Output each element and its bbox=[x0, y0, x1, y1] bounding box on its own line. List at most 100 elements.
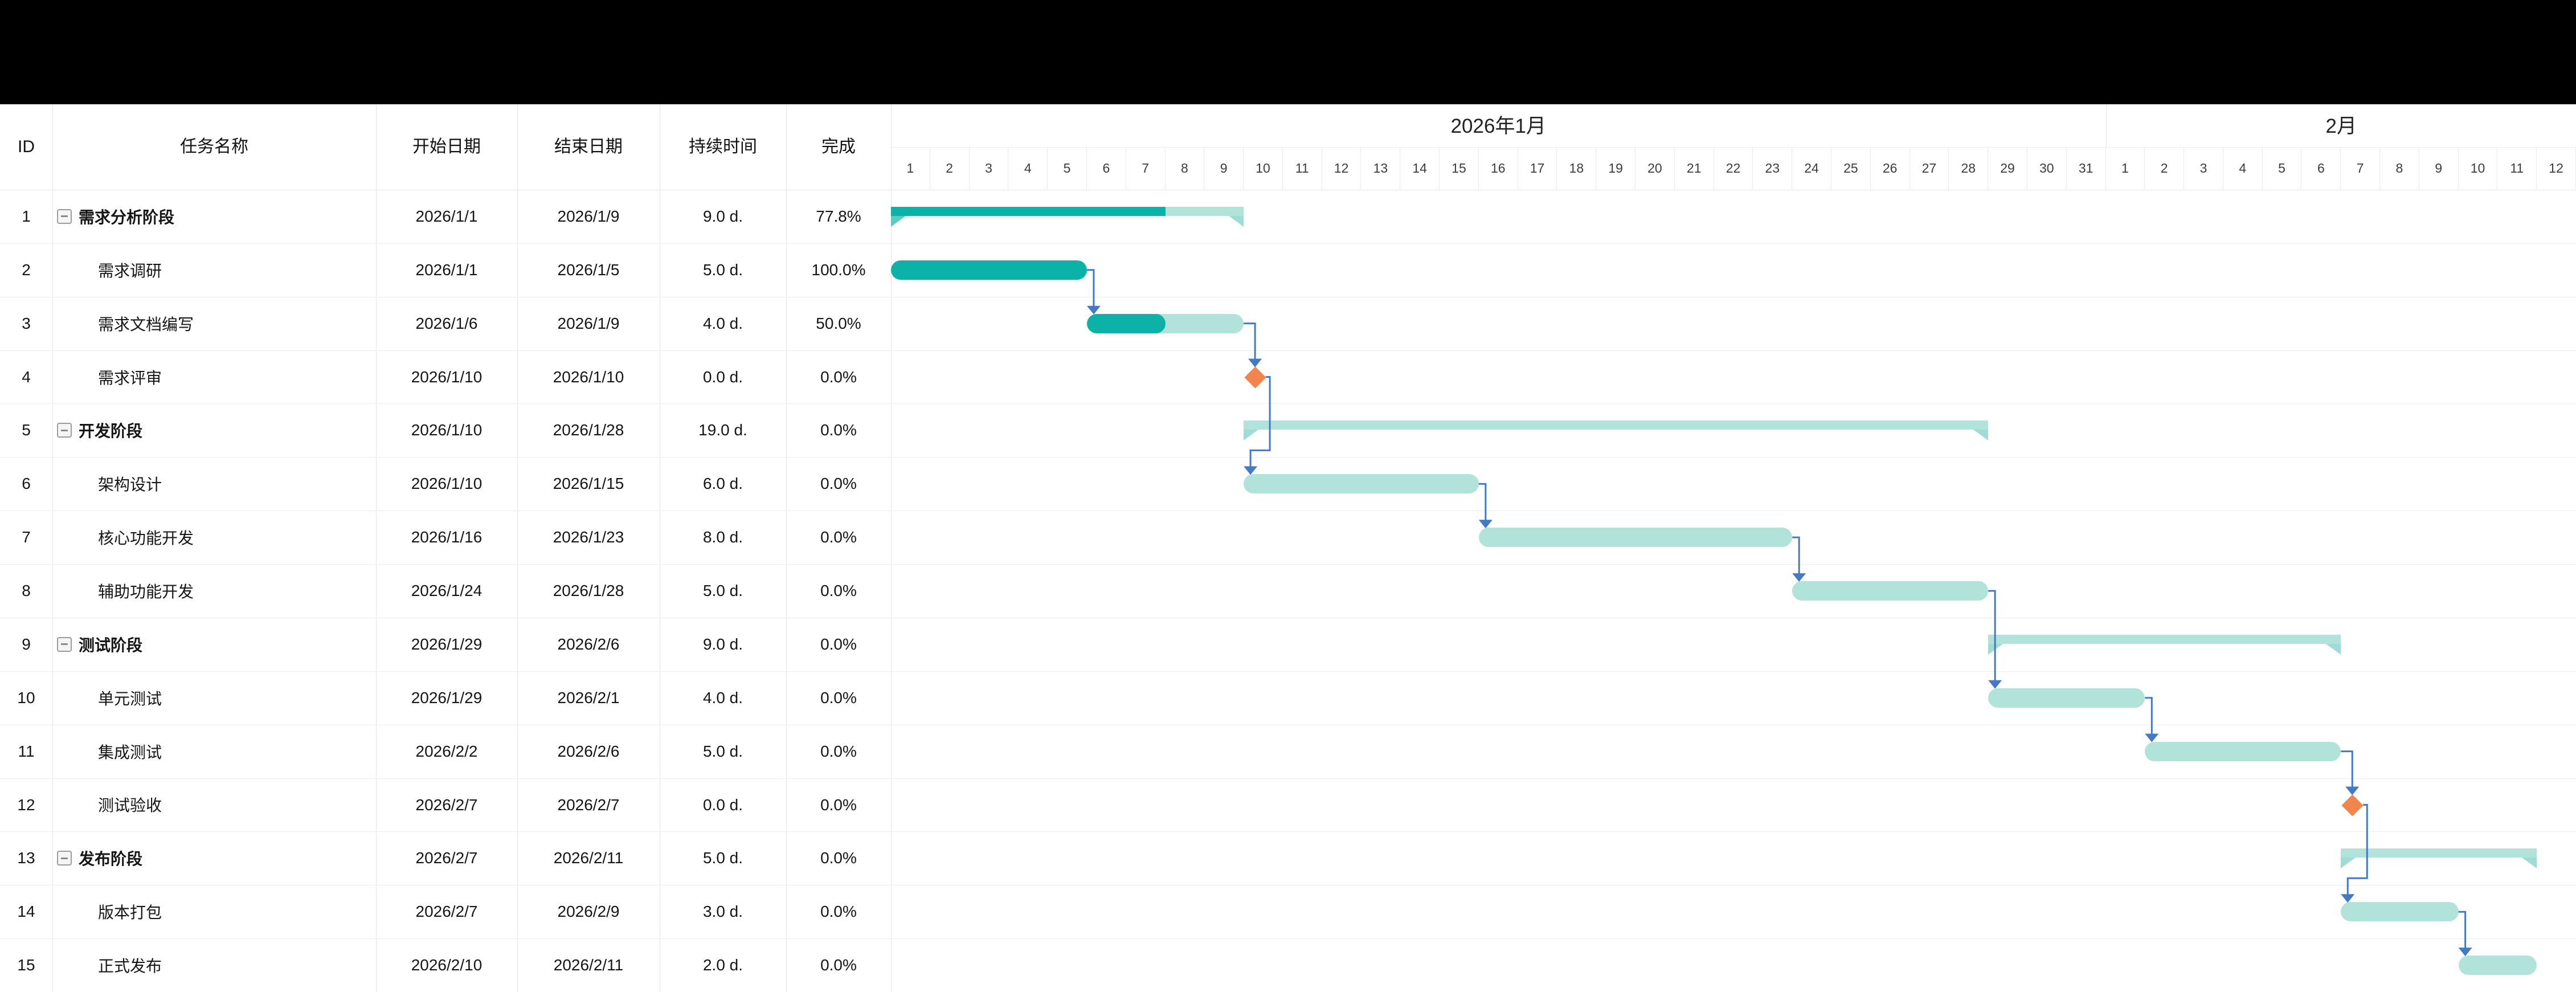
day-header-cell: 12 bbox=[2537, 147, 2576, 190]
task-name-cell: 版本打包 bbox=[52, 885, 376, 938]
summary-right-hang bbox=[2522, 858, 2537, 869]
task-end-cell: 2026/1/10 bbox=[553, 368, 624, 386]
table-row[interactable]: 1 需求分析阶段 2026/1/1 2026/1/9 9.0 d. 77.8% bbox=[0, 190, 891, 243]
task-percent-cell: 0.0% bbox=[820, 368, 857, 386]
summary-bar-body bbox=[1988, 634, 2341, 644]
milestone-diamond[interactable] bbox=[1244, 366, 1266, 389]
task-name-cell: 发布阶段 bbox=[52, 831, 376, 885]
gantt-bar-task[interactable] bbox=[1244, 474, 1479, 494]
column-separator bbox=[517, 104, 518, 992]
task-end-cell: 2026/2/1 bbox=[557, 688, 620, 707]
gantt-bar-summary[interactable] bbox=[1988, 634, 2341, 655]
task-percent-cell: 50.0% bbox=[816, 314, 861, 332]
task-start-cell: 2026/1/24 bbox=[411, 582, 483, 600]
gantt-bar-task[interactable] bbox=[2458, 956, 2537, 975]
task-duration-cell: 0.0 d. bbox=[702, 368, 743, 386]
task-percent-cell: 0.0% bbox=[820, 742, 857, 760]
task-name-label: 开发阶段 bbox=[79, 422, 143, 440]
day-header-cell: 12 bbox=[1322, 147, 1361, 190]
table-row[interactable]: 14 版本打包 2026/2/7 2026/2/9 3.0 d. 0.0% bbox=[0, 885, 891, 938]
gantt-bar-summary[interactable] bbox=[2341, 848, 2537, 869]
gantt-bar-summary[interactable] bbox=[1244, 421, 1989, 441]
gantt-bar-task[interactable] bbox=[1086, 313, 1244, 333]
day-header-cell: 6 bbox=[2301, 147, 2341, 190]
gantt-bar-task[interactable] bbox=[1478, 528, 1793, 548]
task-id-cell: 8 bbox=[22, 582, 31, 600]
gantt-bar-task[interactable] bbox=[1792, 581, 1989, 601]
collapse-icon[interactable] bbox=[57, 636, 72, 652]
gantt-bar-task[interactable] bbox=[2341, 902, 2459, 922]
top-black-bar bbox=[0, 0, 2576, 104]
table-row[interactable]: 3 需求文档编写 2026/1/6 2026/1/9 4.0 d. 50.0% bbox=[0, 297, 891, 350]
gantt-bar-task[interactable] bbox=[1988, 688, 2145, 708]
day-header-cell: 16 bbox=[1479, 147, 1518, 190]
task-end-cell: 2026/2/7 bbox=[557, 795, 620, 814]
task-name-label: 核心功能开发 bbox=[98, 529, 194, 548]
day-header-cell: 24 bbox=[1792, 147, 1831, 190]
table-row[interactable]: 11 集成测试 2026/2/2 2026/2/6 5.0 d. 0.0% bbox=[0, 725, 891, 778]
day-header-cell: 9 bbox=[2419, 147, 2459, 190]
table-row[interactable]: 4 需求评审 2026/1/10 2026/1/10 0.0 d. 0.0% bbox=[0, 350, 891, 404]
summary-bar-body bbox=[1244, 421, 1989, 430]
task-name-cell: 架构设计 bbox=[52, 457, 376, 511]
table-row[interactable]: 8 辅助功能开发 2026/1/24 2026/1/28 5.0 d. 0.0% bbox=[0, 564, 891, 618]
task-percent-cell: 0.0% bbox=[820, 635, 857, 653]
day-header-cell: 8 bbox=[1166, 147, 1205, 190]
gantt-bar-summary[interactable] bbox=[891, 207, 1244, 227]
summary-right-hang bbox=[2326, 643, 2341, 655]
task-start-cell: 2026/1/10 bbox=[411, 421, 483, 439]
task-name-cell: 核心功能开发 bbox=[52, 511, 376, 564]
task-percent-cell: 0.0% bbox=[820, 795, 857, 814]
day-header-cell: 17 bbox=[1518, 147, 1557, 190]
task-duration-cell: 0.0 d. bbox=[702, 795, 743, 814]
task-duration-cell: 9.0 d. bbox=[702, 207, 743, 225]
task-end-cell: 2026/2/6 bbox=[557, 742, 620, 760]
column-header-end: 结束日期 bbox=[554, 137, 623, 156]
table-row[interactable]: 12 测试验收 2026/2/7 2026/2/7 0.0 d. 0.0% bbox=[0, 778, 891, 832]
summary-right-hang bbox=[1229, 216, 1244, 227]
day-header-cell: 3 bbox=[970, 147, 1009, 190]
task-start-cell: 2026/1/29 bbox=[411, 635, 483, 653]
row-separator bbox=[0, 778, 2576, 779]
gantt-bar-task[interactable] bbox=[891, 260, 1087, 280]
collapse-icon[interactable] bbox=[57, 851, 72, 866]
task-name-label: 版本打包 bbox=[98, 904, 162, 922]
table-row[interactable]: 2 需求调研 2026/1/1 2026/1/5 5.0 d. 100.0% bbox=[0, 243, 891, 297]
task-id-cell: 10 bbox=[17, 688, 35, 707]
day-header-cell: 27 bbox=[1910, 147, 1949, 190]
task-end-cell: 2026/1/9 bbox=[557, 314, 620, 332]
table-row[interactable]: 7 核心功能开发 2026/1/16 2026/1/23 8.0 d. 0.0% bbox=[0, 511, 891, 564]
day-header-cell: 31 bbox=[2067, 147, 2106, 190]
task-percent-cell: 0.0% bbox=[820, 475, 857, 493]
summary-left-hang bbox=[891, 216, 906, 227]
day-header-cell: 28 bbox=[1949, 147, 1989, 190]
day-header-cell: 22 bbox=[1714, 147, 1753, 190]
table-row[interactable]: 9 测试阶段 2026/1/29 2026/2/6 9.0 d. 0.0% bbox=[0, 618, 891, 671]
row-separator bbox=[0, 243, 2576, 244]
gantt-bar-progress bbox=[1086, 313, 1166, 333]
task-percent-cell: 0.0% bbox=[820, 582, 857, 600]
day-header-cell: 7 bbox=[2341, 147, 2381, 190]
table-row[interactable]: 13 发布阶段 2026/2/7 2026/2/11 5.0 d. 0.0% bbox=[0, 831, 891, 885]
collapse-icon[interactable] bbox=[57, 423, 72, 438]
table-row[interactable]: 6 架构设计 2026/1/10 2026/1/15 6.0 d. 0.0% bbox=[0, 457, 891, 511]
row-separator bbox=[0, 403, 2576, 405]
task-name-cell: 需求调研 bbox=[52, 243, 376, 297]
task-end-cell: 2026/1/23 bbox=[553, 528, 624, 546]
table-row[interactable]: 5 开发阶段 2026/1/10 2026/1/28 19.0 d. 0.0% bbox=[0, 403, 891, 457]
table-row[interactable]: 10 单元测试 2026/1/29 2026/2/1 4.0 d. 0.0% bbox=[0, 671, 891, 725]
day-header-cell: 2 bbox=[930, 147, 970, 190]
gantt-bar-task[interactable] bbox=[2145, 741, 2341, 761]
summary-right-hang bbox=[1973, 430, 1989, 441]
task-percent-cell: 0.0% bbox=[820, 688, 857, 707]
day-header-cell: 9 bbox=[1204, 147, 1244, 190]
summary-left-hang bbox=[2341, 858, 2356, 869]
task-end-cell: 2026/2/11 bbox=[553, 956, 624, 974]
table-row[interactable]: 15 正式发布 2026/2/10 2026/2/11 2.0 d. 0.0% bbox=[0, 938, 891, 992]
milestone-diamond[interactable] bbox=[2341, 794, 2364, 817]
task-name-cell: 需求分析阶段 bbox=[52, 190, 376, 243]
day-header-cell: 19 bbox=[1596, 147, 1635, 190]
task-name-cell: 需求文档编写 bbox=[52, 297, 376, 350]
collapse-icon[interactable] bbox=[57, 209, 72, 224]
